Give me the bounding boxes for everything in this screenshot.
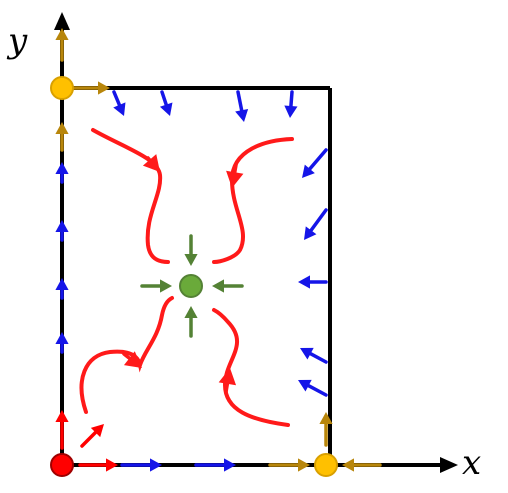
saddle-arrow-y-up [55,28,69,62]
stable-equilibrium [140,234,244,338]
inflow-arrow-top-1 [112,90,126,116]
x-axis-arrowhead [440,457,458,473]
saddle-point-x-axis [314,453,338,477]
trajectory-upper-left [91,128,170,264]
trajectories [79,128,294,427]
axis-arrow-y-1 [55,162,69,184]
trajectory-upper-right [212,137,294,264]
origin-arrow-right [78,458,118,472]
saddle-arrow-x-in [268,458,310,472]
axis-arrow-y-3 [55,278,69,300]
y-axis-arrowhead [54,12,70,30]
inflow-arrows [55,90,328,472]
unstable-point-origin [50,453,74,477]
inflow-arrow-right-4 [300,347,328,364]
y-axis-label: y [6,21,28,61]
stable-point [179,274,203,298]
inflow-arrow-right-1 [302,148,328,178]
stable-point-arrows [140,234,244,338]
stable-arrow-bottom [184,306,198,338]
x-axis-label: x [462,443,481,483]
origin-arrow-up [55,410,69,450]
stable-arrow-left [140,279,172,293]
trajectory-head-lower-left [122,351,142,368]
axis-arrow-x-1 [120,458,162,472]
origin-flow-arrows [55,410,118,472]
trajectory-head-upper-right [226,163,244,188]
saddle-flow-arrows [55,28,382,472]
axis-arrow-y-2 [55,220,69,242]
saddle-arrow-y-in [55,122,69,152]
inflow-arrow-right-3 [298,275,328,289]
trajectory-head-lower-right [218,368,237,394]
trajectory-arrowheads [122,154,244,394]
saddle-arrow-x-up [319,412,333,447]
stable-arrow-right [212,279,244,293]
inflow-arrow-top-3 [235,90,249,122]
saddle-arrow-y-right [68,81,110,95]
axis-arrow-x-2 [194,458,236,472]
saddle-point-y-axis [50,76,74,100]
axis-arrow-y-4 [55,332,69,354]
inflow-arrow-right-5 [298,379,328,397]
origin-arrow-diag [80,424,104,448]
inflow-arrow-top-2 [159,90,173,116]
saddle-arrow-x-in-left [342,458,382,472]
trajectory-head-upper-left [142,154,160,172]
trajectory-lower-right [212,308,290,427]
inflow-arrow-top-4 [284,90,298,118]
stable-arrow-top [184,234,198,266]
inflow-arrow-right-2 [304,208,328,240]
